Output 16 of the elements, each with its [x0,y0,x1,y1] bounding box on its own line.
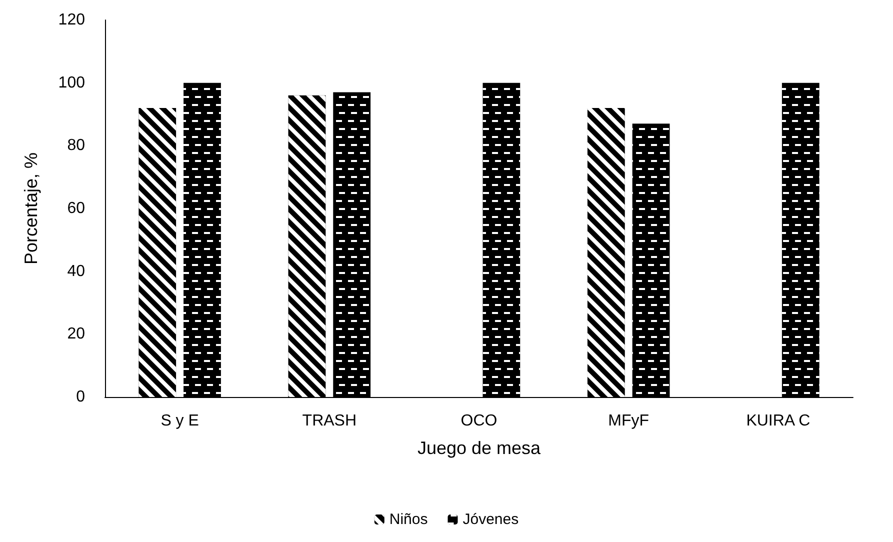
y-tick-label: 80 [67,137,86,154]
x-axis-title: Juego de mesa [417,438,542,458]
legend-label: Jóvenes [462,511,519,528]
y-tick-label: 60 [67,200,86,217]
legend-label: Niños [389,511,428,528]
y-tick-label: 40 [67,262,86,280]
y-axis-title: Porcentaje, % [21,152,41,265]
y-tick-label: 120 [58,12,86,28]
x-tick-label: KUIRA C [746,412,810,430]
y-tick-label: 100 [58,74,86,92]
x-tick-label: MFyF [608,412,650,430]
x-tick-label: TRASH [302,412,357,430]
y-tick-label: 0 [76,388,86,406]
x-tick-label: S y E [160,412,199,430]
y-tick-label: 20 [67,326,86,343]
x-tick-label: OCO [460,412,498,430]
